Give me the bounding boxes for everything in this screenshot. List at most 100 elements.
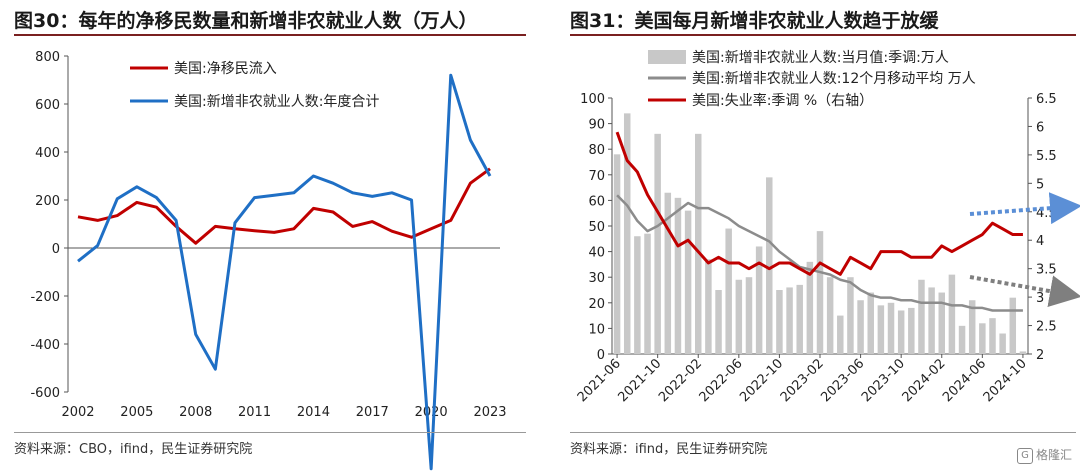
bar [796, 284, 803, 354]
y-tick-label: -400 [30, 338, 60, 353]
y-tick-label: 60 [588, 194, 605, 209]
chart-left: -600 -400 -200 0 200 400 600 800 2002 2005 2008 201… [30, 50, 507, 471]
legend-label-1: 美国:新增非农就业人数:当月值:季调:万人 [692, 50, 949, 66]
y-tick-label: -600 [30, 386, 60, 401]
y-tick-label: 80 [588, 143, 605, 158]
y-tick-label: 800 [35, 50, 60, 65]
trend-arrow-up [969, 192, 1080, 225]
bar [887, 302, 895, 354]
chart-right: 0 10 20 30 40 50 60 70 80 90 100 2 2.5 3 3.5 4 4.5 5 5.5 6 6… [575, 50, 1080, 405]
bar [816, 231, 824, 354]
x-tick-label: 2024-10 [981, 356, 1030, 405]
bar [623, 113, 631, 354]
x-tick-label: 2014 [297, 405, 330, 420]
y-tick-label: 50 [588, 220, 605, 235]
bar [664, 192, 672, 354]
left-panel: 图30：每年的净移民数量和新增非农就业人数（万人） -600 -400 -200 0 2… [14, 10, 526, 471]
bar [908, 307, 915, 354]
bar [897, 310, 905, 354]
bar [786, 287, 793, 354]
bar [715, 290, 722, 354]
bar [877, 305, 885, 354]
series-line-2 [77, 73, 492, 471]
y-tick-label: 20 [588, 297, 605, 312]
watermark: G 格隆汇 [1016, 446, 1072, 464]
x-tick-label: 2023-10 [859, 356, 908, 405]
unemployment-line [615, 131, 1023, 276]
y-tick-label: 600 [35, 98, 60, 113]
title-rule-right [570, 34, 1076, 36]
bar [745, 277, 753, 354]
legend-label-3: 美国:失业率:季调 %（右轴） [692, 92, 873, 109]
bar [755, 246, 763, 354]
chart-title-left: 图30：每年的净移民数量和新增非农就业人数（万人） [14, 10, 478, 32]
x-tick-label: 2022-06 [697, 356, 746, 405]
bar [674, 197, 682, 354]
y2-tick-label: 3.5 [1036, 263, 1057, 278]
bar [837, 315, 844, 354]
y2-tick-label: 2 [1036, 348, 1044, 363]
bar [1009, 297, 1017, 354]
bar [776, 290, 783, 354]
x-tick-label: 2008 [179, 405, 212, 420]
watermark-icon: G [1016, 447, 1033, 464]
bar [806, 261, 814, 354]
y2-tick-label: 4.5 [1036, 206, 1057, 221]
ma-line [616, 194, 1023, 312]
y2-tick-label: 3 [1036, 291, 1044, 306]
y2-tick-label: 5 [1036, 177, 1044, 192]
y-tick-label: 30 [588, 271, 605, 286]
source-rule-left [14, 432, 526, 433]
y2-tick-label: 2.5 [1036, 320, 1057, 335]
x-tick-label: 2022-10 [737, 356, 786, 405]
y-tick-label: 10 [588, 322, 605, 337]
y2-tick-label: 5.5 [1036, 149, 1057, 164]
x-tick-label: 2017 [356, 405, 389, 420]
y-tick-label: 100 [580, 92, 605, 107]
bar [918, 279, 925, 354]
legend-label-2: 美国:新增非农就业人数:年度合计 [174, 94, 379, 110]
bar [644, 233, 651, 354]
bar [735, 279, 743, 354]
bar [766, 177, 773, 354]
bar [847, 277, 854, 354]
bar [1019, 351, 1027, 354]
bar [958, 325, 966, 354]
source-right: 资料来源：ifind，民生证券研究院 [570, 442, 768, 457]
x-tick-label: 2020 [415, 405, 448, 420]
bar [654, 133, 661, 354]
x-tick-label: 2021-06 [575, 356, 624, 405]
bar [867, 292, 874, 354]
legend-label-1: 美国:净移民流入 [174, 61, 277, 77]
x-tick-label: 2011 [238, 405, 271, 420]
y-tick-label: 40 [588, 246, 605, 261]
y-tick-label: 0 [52, 242, 60, 257]
y-tick-label: 0 [597, 348, 605, 363]
chart-title-right: 图31：美国每月新增非农就业人数趋于放缓 [570, 10, 939, 32]
x-tick-label: 2023-06 [818, 356, 867, 405]
bar [705, 259, 712, 354]
bar [938, 292, 946, 354]
bar [634, 236, 641, 354]
y2-tick-label: 6 [1036, 120, 1044, 135]
bar [999, 333, 1006, 354]
x-tick-label: 2022-02 [656, 356, 705, 405]
y2-tick-label: 6.5 [1036, 92, 1057, 107]
bar [989, 318, 996, 354]
x-tick-label: 2024-02 [900, 356, 949, 405]
bar [948, 274, 956, 354]
y-tick-label: 200 [35, 194, 60, 209]
bar [968, 300, 976, 354]
y-tick-label: -200 [30, 290, 60, 305]
bar [684, 210, 692, 354]
bar [857, 300, 864, 354]
right-panel: 图31：美国每月新增非农就业人数趋于放缓 0 10 20 30 40 50 60 70 80 90… [566, 0, 1080, 471]
bar [979, 323, 986, 354]
bar [928, 287, 935, 354]
x-tick-label: 2024-06 [940, 356, 989, 405]
y2-tick-label: 4 [1036, 234, 1044, 249]
x-tick-label: 2005 [120, 405, 153, 420]
y-tick-label: 90 [588, 118, 605, 133]
watermark-text: 格隆汇 [1035, 448, 1072, 462]
bar [826, 277, 834, 354]
